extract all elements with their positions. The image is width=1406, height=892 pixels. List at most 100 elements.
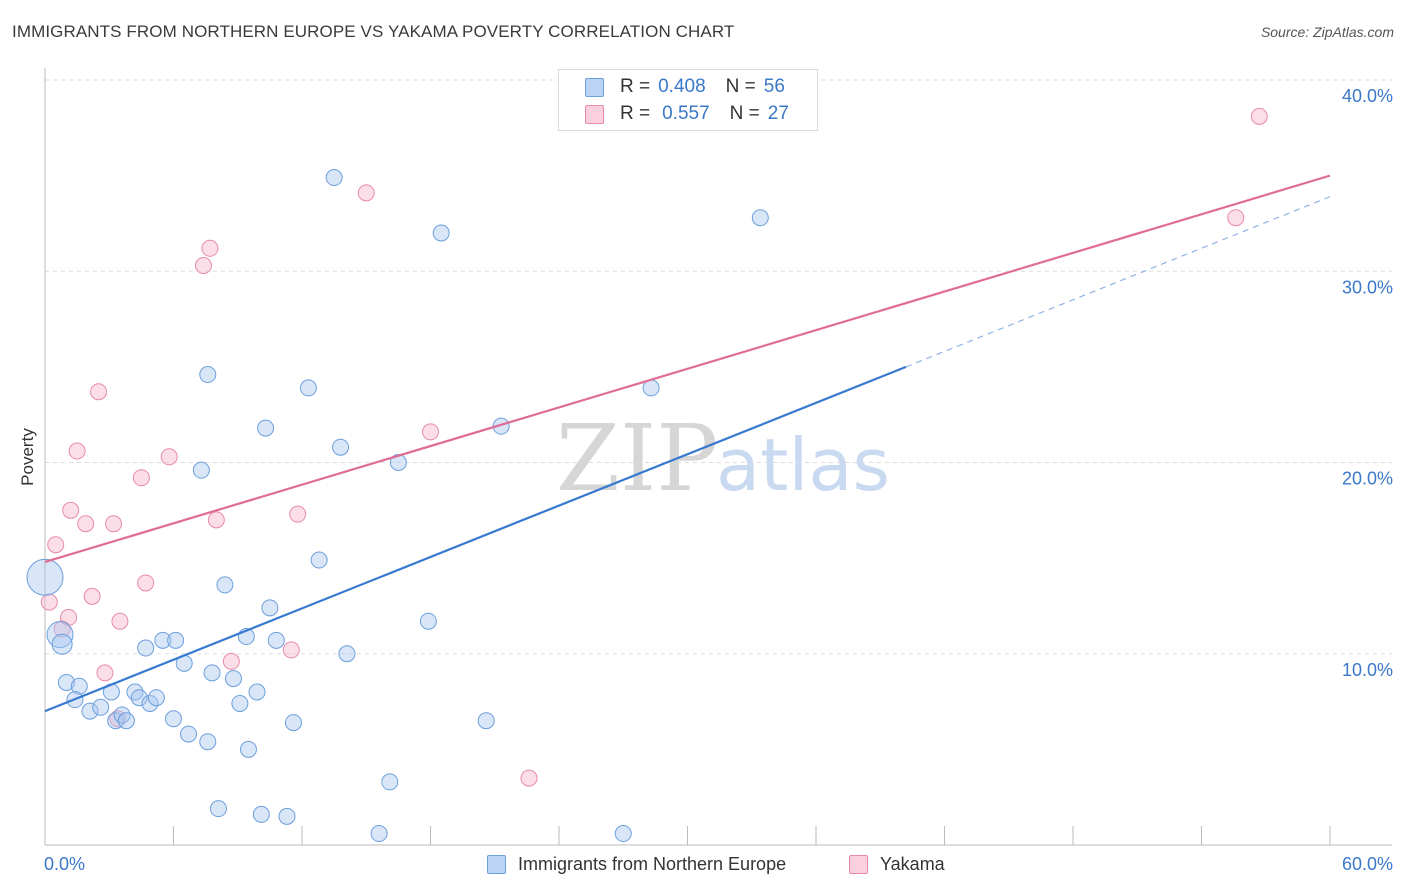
legend-r-value: 0.408 [658,76,706,97]
immigrants-point [199,366,217,384]
watermark-atlas: atlas [716,423,890,507]
immigrants-point [216,576,234,594]
yakama-point [160,448,178,466]
immigrants-point [167,631,185,649]
immigrants-point [165,710,182,728]
immigrants-point [284,714,302,732]
immigrants-point [419,612,437,630]
y-tick-label: 40.0% [1342,86,1393,106]
yakama-point [194,257,212,275]
immigrants-point [209,800,227,818]
immigrants-point [239,740,257,758]
yakama-point [520,769,538,787]
yakama-point [1227,209,1245,227]
immigrants-point [57,673,75,691]
gridlines [45,79,1392,655]
immigrants-point [81,702,99,720]
yakama-point [68,442,86,460]
bottom-legend-swatch-pink [849,854,868,874]
bottom-legend-immigrants: Immigrants from Northern Europe [487,852,786,876]
yakama-point [132,469,150,487]
immigrants-trend-line [44,365,907,713]
legend-row-yakama: R = 0.557 N = 27 [585,101,789,127]
y-tick-label: 30.0% [1342,277,1393,297]
immigrants-point [154,631,172,649]
immigrants-point [248,683,266,701]
bottom-legend-label: Immigrants from Northern Europe [518,853,787,874]
immigrants-point [203,664,221,682]
y-axis-label: Poverty [18,428,37,486]
yakama-points [40,107,1268,787]
yakama-point [83,587,101,605]
yakama-point [137,574,155,592]
yakama-point [207,511,225,529]
legend-n-label: N = [725,76,756,97]
legend-n-value: 27 [767,103,789,124]
yakama-point [357,184,375,202]
yakama-point [62,501,80,519]
legend-r-value: 0.557 [662,103,710,124]
legend-row-immigrants: R = 0.408 N = 56 [585,74,785,100]
x-tick-label: 0.0% [44,854,85,874]
immigrants-point [231,694,249,712]
tick-labels: 10.0% 20.0% 30.0% 40.0% 0.0% 60.0% [44,86,1393,874]
immigrants-point [92,698,110,716]
legend-n-label: N = [729,103,760,124]
chart-title: IMMIGRANTS FROM NORTHERN EUROPE VS YAKAM… [12,22,735,41]
bottom-legend-label: Yakama [880,853,945,874]
immigrants-point [299,379,317,397]
yakama-point [201,239,219,257]
immigrants-point [257,419,275,437]
yakama-point [77,515,95,533]
legend-r-label: R = [620,76,651,97]
immigrants-point [70,677,88,695]
immigrants-point [261,599,279,617]
immigrants-point [147,689,165,707]
immigrants-point [477,712,495,730]
legend-n-value: 56 [763,76,785,97]
immigrants-point [224,670,242,688]
immigrants-point [26,558,64,596]
immigrants-point [614,825,632,843]
correlation-legend: R = 0.408 N = 56 R = 0.557 N = 27 [558,69,818,131]
immigrants-point [267,631,285,649]
source-credit: Source: ZipAtlas.com [1260,24,1394,40]
yakama-point [289,505,307,523]
immigrants-point [141,694,159,712]
yakama-point [282,641,300,659]
yakama-point [96,664,114,682]
immigrants-point [137,639,155,657]
immigrants-point [179,725,197,743]
immigrants-point [51,633,73,655]
yakama-point [90,383,108,401]
yakama-point [222,652,240,670]
bottom-legend-yakama: Yakama [849,852,945,876]
watermark-zip: ZIP [556,405,718,512]
yakama-point [47,536,65,554]
immigrants-point [130,689,148,707]
immigrants-point [432,224,450,242]
immigrants-point [117,712,135,730]
immigrants-point [389,454,407,471]
legend-swatch-pink [585,104,604,124]
legend-swatch-blue [585,77,604,97]
axes [44,68,1392,846]
immigrants-trend-extension [905,196,1331,368]
immigrants-point [325,169,343,187]
x-tick-label: 60.0% [1342,854,1393,874]
immigrants-point [338,645,356,663]
watermark: ZIP atlas [556,405,890,512]
yakama-point [40,593,58,611]
bottom-legend-swatch-blue [487,854,506,874]
immigrants-point [192,461,210,479]
y-tick-label: 10.0% [1342,660,1393,680]
immigrants-point [751,209,769,227]
immigrants-point [370,825,388,843]
immigrants-point [381,773,399,791]
yakama-point [1250,107,1268,125]
trend-lines [44,174,1331,713]
yakama-point [111,612,129,630]
immigrants-point [252,805,270,823]
legend-r-label: R = [620,103,651,124]
